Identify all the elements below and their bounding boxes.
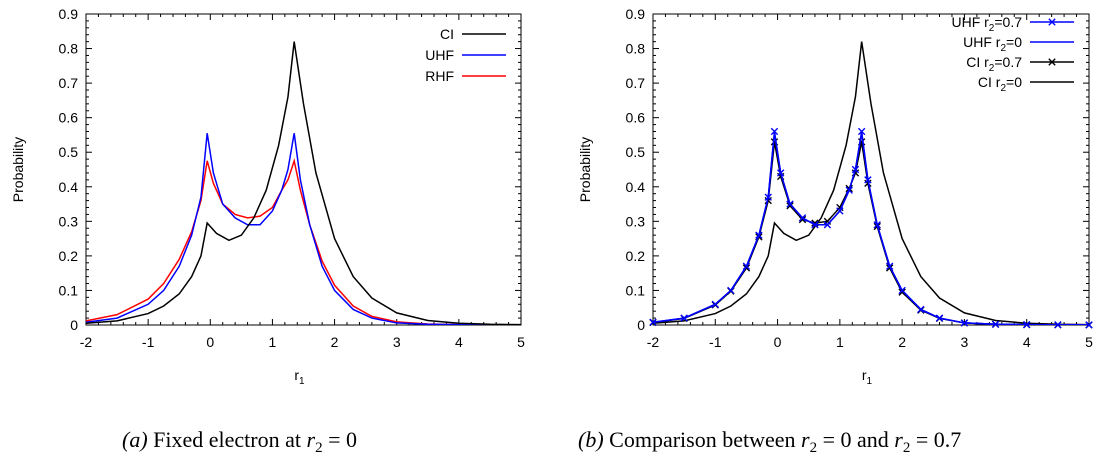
- chart-panel-a: -2 -1 0 1 2 3 4 5 0 0.1 0.2 0.3 0.4 0.5 0.6 0.7 0.8 0.9 Pr…: [10, 6, 525, 456]
- legend-label: RHF: [425, 68, 454, 84]
- plot-frame: [653, 14, 1089, 325]
- x-tick-label: 0: [206, 334, 214, 350]
- x-tick-label: -2: [647, 334, 660, 350]
- series-line: [86, 42, 521, 325]
- y-tick-label: 0.5: [59, 144, 79, 160]
- y-tick-label: 0.7: [59, 75, 79, 91]
- x-tick-label: -1: [142, 334, 155, 350]
- y-tick-label: 0: [637, 317, 645, 333]
- y-axis-label: Probability: [10, 137, 26, 202]
- y-tick-label: 0.8: [626, 41, 646, 57]
- series-line: [86, 161, 521, 325]
- data-point: [728, 287, 734, 293]
- y-tick-label: 0.4: [626, 179, 646, 195]
- x-tick-label: -1: [709, 334, 722, 350]
- y-tick-label: 0.2: [626, 248, 646, 264]
- plot-frame: [86, 14, 521, 325]
- x-tick-label: 5: [1085, 334, 1093, 350]
- legend-label: UHF r2=0.7: [951, 14, 1022, 34]
- y-tick-label: 0.6: [59, 110, 79, 126]
- legend-label: UHF r2=0: [963, 34, 1022, 54]
- y-tick-label: 0: [70, 317, 78, 333]
- data-point: [712, 301, 718, 307]
- y-tick-label: 0.9: [626, 6, 646, 22]
- y-tick-label: 0.1: [626, 282, 646, 298]
- legend-label: CI r2=0.7: [966, 54, 1022, 74]
- x-tick-label: 4: [1023, 334, 1031, 350]
- y-tick-label: 0.5: [626, 144, 646, 160]
- y-tick-label: 0.1: [59, 282, 79, 298]
- data-point: [918, 306, 924, 312]
- figure-caption: (a) Fixed electron at r2 = 0: [122, 427, 357, 456]
- x-axis-label: r1: [862, 367, 873, 387]
- x-tick-label: 0: [774, 334, 782, 350]
- series-line: [653, 131, 1089, 324]
- y-tick-label: 0.9: [59, 6, 79, 22]
- figure-caption: (b) Comparison between r2 = 0 and r2 = 0…: [578, 427, 961, 456]
- x-tick-label: -2: [80, 334, 93, 350]
- chart-panel-b: -2 -1 0 1 2 3 4 5 0 0.1 0.2 0.3 0.4 0.5 0.6 0.7 0.8 0.9 Pr…: [577, 6, 1093, 456]
- x-tick-label: 1: [836, 334, 844, 350]
- legend-label: CI: [440, 26, 454, 42]
- x-tick-label: 1: [269, 334, 277, 350]
- legend-label: CI r2=0: [978, 74, 1022, 94]
- y-tick-label: 0.2: [59, 248, 79, 264]
- y-tick-label: 0.3: [59, 213, 79, 229]
- series-line: [653, 133, 1089, 325]
- series-line: [653, 142, 1089, 325]
- y-tick-label: 0.8: [59, 41, 79, 57]
- x-axis-label: r1: [294, 367, 305, 387]
- x-tick-label: 5: [517, 334, 525, 350]
- y-tick-label: 0.6: [626, 110, 646, 126]
- x-tick-label: 3: [393, 334, 401, 350]
- x-tick-label: 2: [331, 334, 339, 350]
- y-tick-label: 0.3: [626, 213, 646, 229]
- y-tick-label: 0.7: [626, 75, 646, 91]
- x-tick-label: 4: [455, 334, 463, 350]
- y-axis-label: Probability: [577, 137, 593, 202]
- y-tick-label: 0.4: [59, 179, 79, 195]
- x-tick-label: 2: [898, 334, 906, 350]
- x-tick-label: 3: [961, 334, 969, 350]
- legend-label: UHF: [425, 47, 454, 63]
